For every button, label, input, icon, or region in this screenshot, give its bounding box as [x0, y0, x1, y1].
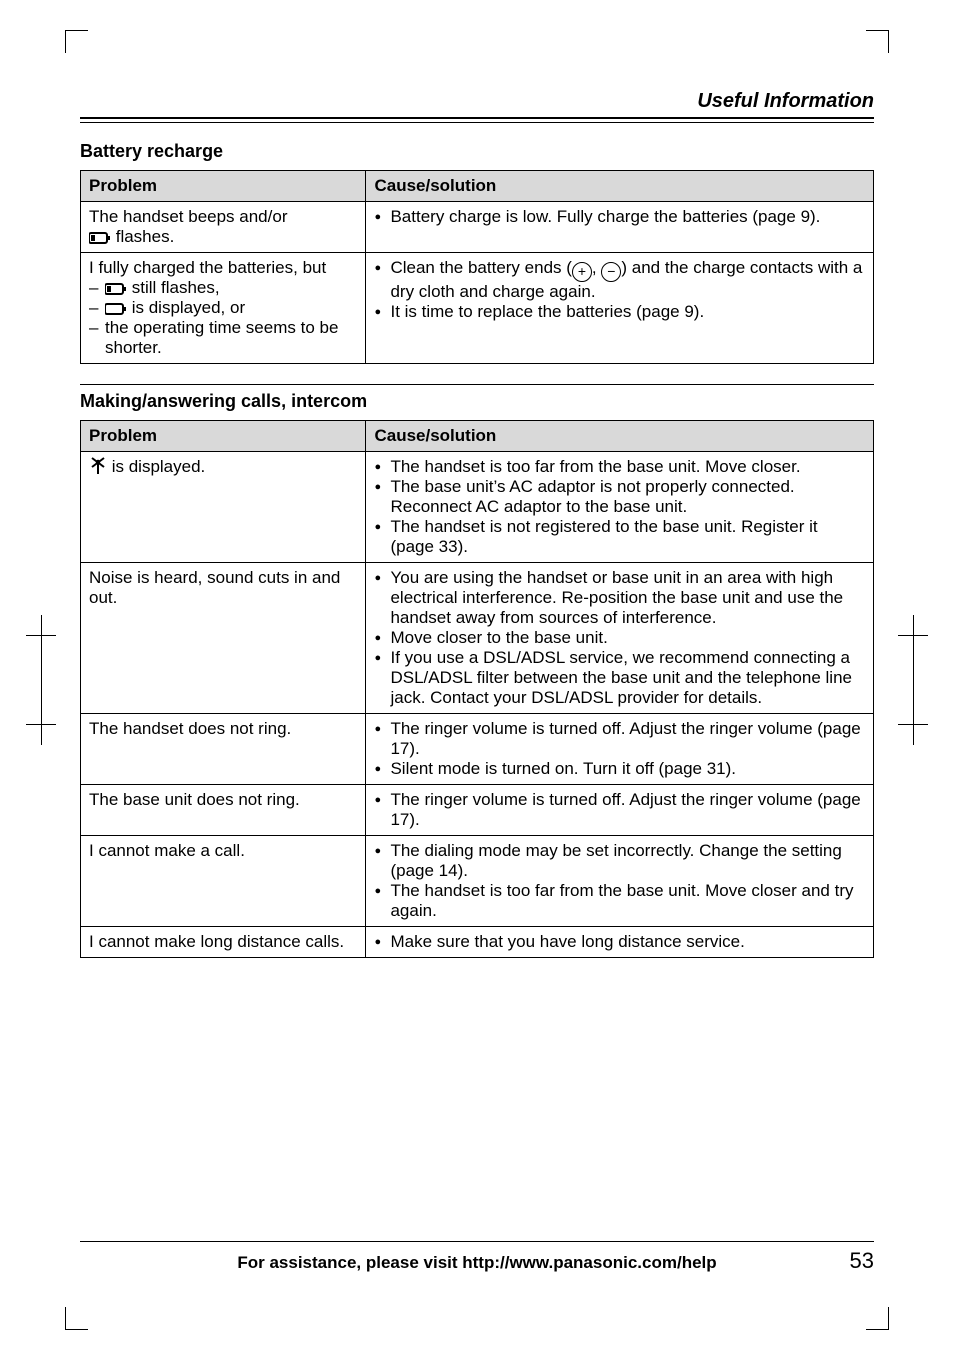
- plus-terminal-icon: +: [572, 262, 592, 282]
- table-row: The base unit does not ring. The ringer …: [81, 785, 874, 836]
- calls-r1-c1: Move closer to the base unit.: [374, 628, 865, 648]
- footer: For assistance, please visit http://www.…: [80, 1241, 874, 1274]
- battery-low-icon: [105, 282, 127, 296]
- table-row: is displayed. The handset is too far fro…: [81, 452, 874, 563]
- calls-r1-c2: If you use a DSL/ADSL service, we recomm…: [374, 648, 865, 708]
- battery-row1-d2: the operating time seems to be shorter.: [89, 318, 357, 358]
- calls-r0-c2: The handset is not registered to the bas…: [374, 517, 865, 557]
- calls-r3-c0: The ringer volume is turned off. Adjust …: [374, 790, 865, 830]
- calls-row0-suffix: is displayed.: [107, 457, 205, 476]
- calls-table: Problem Cause/solution is displayed. The…: [80, 420, 874, 958]
- calls-r4-p: I cannot make a call.: [81, 836, 366, 927]
- battery-row1-c1m: ,: [592, 258, 601, 277]
- running-head-rule: [80, 122, 874, 123]
- battery-empty-icon: [105, 302, 127, 316]
- battery-th-cause: Cause/solution: [366, 171, 874, 202]
- table-row: The handset does not ring. The ringer vo…: [81, 714, 874, 785]
- minus-terminal-icon: −: [601, 262, 621, 282]
- battery-th-problem: Problem: [81, 171, 366, 202]
- battery-row1-c2: It is time to replace the batteries (pag…: [374, 302, 865, 322]
- calls-th-cause: Cause/solution: [366, 421, 874, 452]
- section-title-calls: Making/answering calls, intercom: [80, 391, 874, 412]
- calls-r0-c0: The handset is too far from the base uni…: [374, 457, 865, 477]
- calls-th-problem: Problem: [81, 421, 366, 452]
- calls-r3-p: The base unit does not ring.: [81, 785, 366, 836]
- running-head: Useful Information: [80, 90, 874, 119]
- table-row: I cannot make long distance calls. Make …: [81, 927, 874, 958]
- calls-r5-c0: Make sure that you have long distance se…: [374, 932, 865, 952]
- calls-r5-p: I cannot make long distance calls.: [81, 927, 366, 958]
- battery-table: Problem Cause/solution The handset beeps…: [80, 170, 874, 364]
- calls-r4-c0: The dialing mode may be set incorrectly.…: [374, 841, 865, 881]
- battery-row0-line1: flashes.: [111, 227, 174, 246]
- battery-row0-cause0: Battery charge is low. Fully charge the …: [374, 207, 865, 227]
- battery-row1-d1: is displayed, or: [127, 298, 245, 317]
- calls-r2-c1: Silent mode is turned on. Turn it off (p…: [374, 759, 865, 779]
- section-title-battery: Battery recharge: [80, 141, 874, 162]
- calls-r1-p: Noise is heard, sound cuts in and out.: [81, 563, 366, 714]
- table-row: I cannot make a call. The dialing mode m…: [81, 836, 874, 927]
- battery-row1-intro: I fully charged the batteries, but: [89, 258, 357, 278]
- section-rule: [80, 384, 874, 385]
- table-row: The handset beeps and/or flashes. Batter…: [81, 202, 874, 253]
- calls-r0-c1: The base unit’s AC adaptor is not proper…: [374, 477, 865, 517]
- footer-text: For assistance, please visit http://www.…: [140, 1253, 814, 1273]
- footer-page-number: 53: [814, 1248, 874, 1274]
- table-row: I fully charged the batteries, but still…: [81, 253, 874, 364]
- battery-row1-c1a: Clean the battery ends (: [390, 258, 571, 277]
- calls-r4-c1: The handset is too far from the base uni…: [374, 881, 865, 921]
- battery-low-icon: [89, 231, 111, 245]
- battery-row0-line0: The handset beeps and/or: [89, 207, 287, 226]
- calls-r2-c0: The ringer volume is turned off. Adjust …: [374, 719, 865, 759]
- battery-row1-d0: still flashes,: [127, 278, 220, 297]
- calls-r2-p: The handset does not ring.: [81, 714, 366, 785]
- table-row: Noise is heard, sound cuts in and out. Y…: [81, 563, 874, 714]
- calls-r1-c0: You are using the handset or base unit i…: [374, 568, 865, 628]
- antenna-no-signal-icon: [89, 457, 107, 475]
